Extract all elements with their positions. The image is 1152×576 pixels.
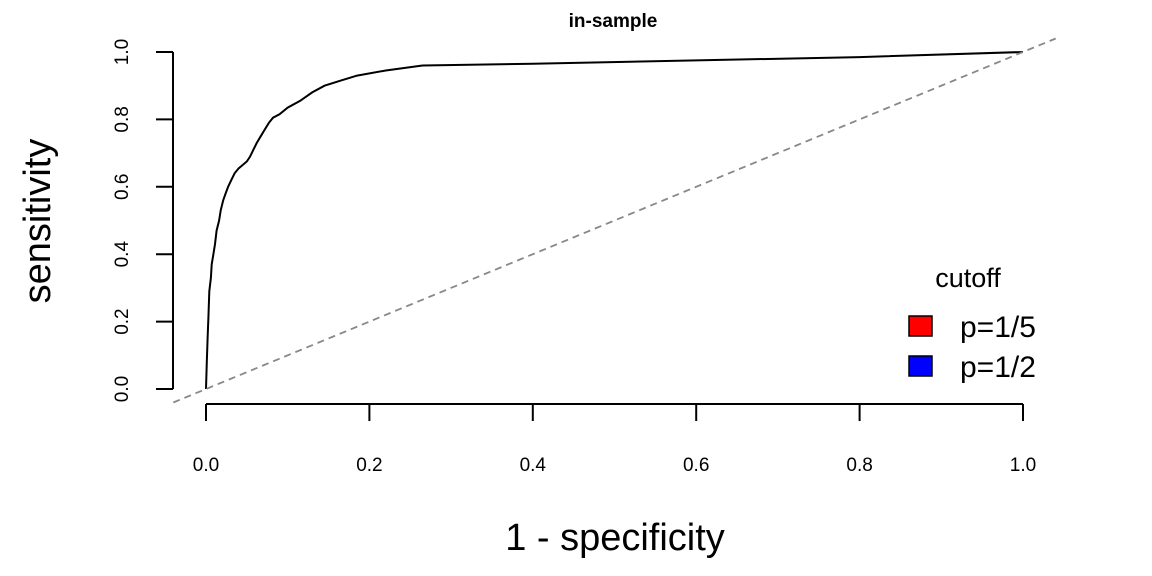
series-layer	[172, 37, 1057, 404]
x-axis-label: 1 - specificity	[505, 517, 725, 559]
chart-title: in-sample	[569, 11, 658, 32]
y-tick-label: 0.4	[112, 241, 133, 268]
reference-diagonal-line	[172, 37, 1057, 404]
y-tick-label: 0.0	[112, 376, 133, 402]
y-ticks: 0.0 0.2 0.4 0.6 0.8 1.0	[112, 39, 173, 402]
legend-label-2: p=1/2	[960, 351, 1036, 384]
y-tick-label: 0.8	[112, 106, 133, 132]
x-tick-label: 0.2	[356, 455, 382, 476]
y-tick-label: 0.2	[112, 308, 133, 334]
legend-swatch-1	[908, 315, 933, 337]
roc-curve-line	[205, 51, 1024, 390]
x-tick-label: 1.0	[1010, 455, 1036, 476]
y-tick-label: 1.0	[112, 39, 133, 65]
legend: cutoff p=1/5 p=1/2	[908, 263, 1036, 384]
x-tick-label: 0.6	[683, 455, 709, 476]
legend-label-1: p=1/5	[960, 311, 1036, 344]
x-tick-label: 0.4	[520, 455, 547, 476]
legend-title: cutoff	[935, 263, 1001, 293]
x-tick-label: 0.8	[846, 455, 872, 476]
x-ticks: 0.0 0.2 0.4 0.6 0.8 1.0	[193, 404, 1036, 476]
y-tick-label: 0.6	[112, 174, 133, 200]
y-axis-label: sensitivity	[17, 139, 59, 304]
x-tick-label: 0.0	[193, 455, 219, 476]
legend-swatch-2	[908, 355, 933, 377]
